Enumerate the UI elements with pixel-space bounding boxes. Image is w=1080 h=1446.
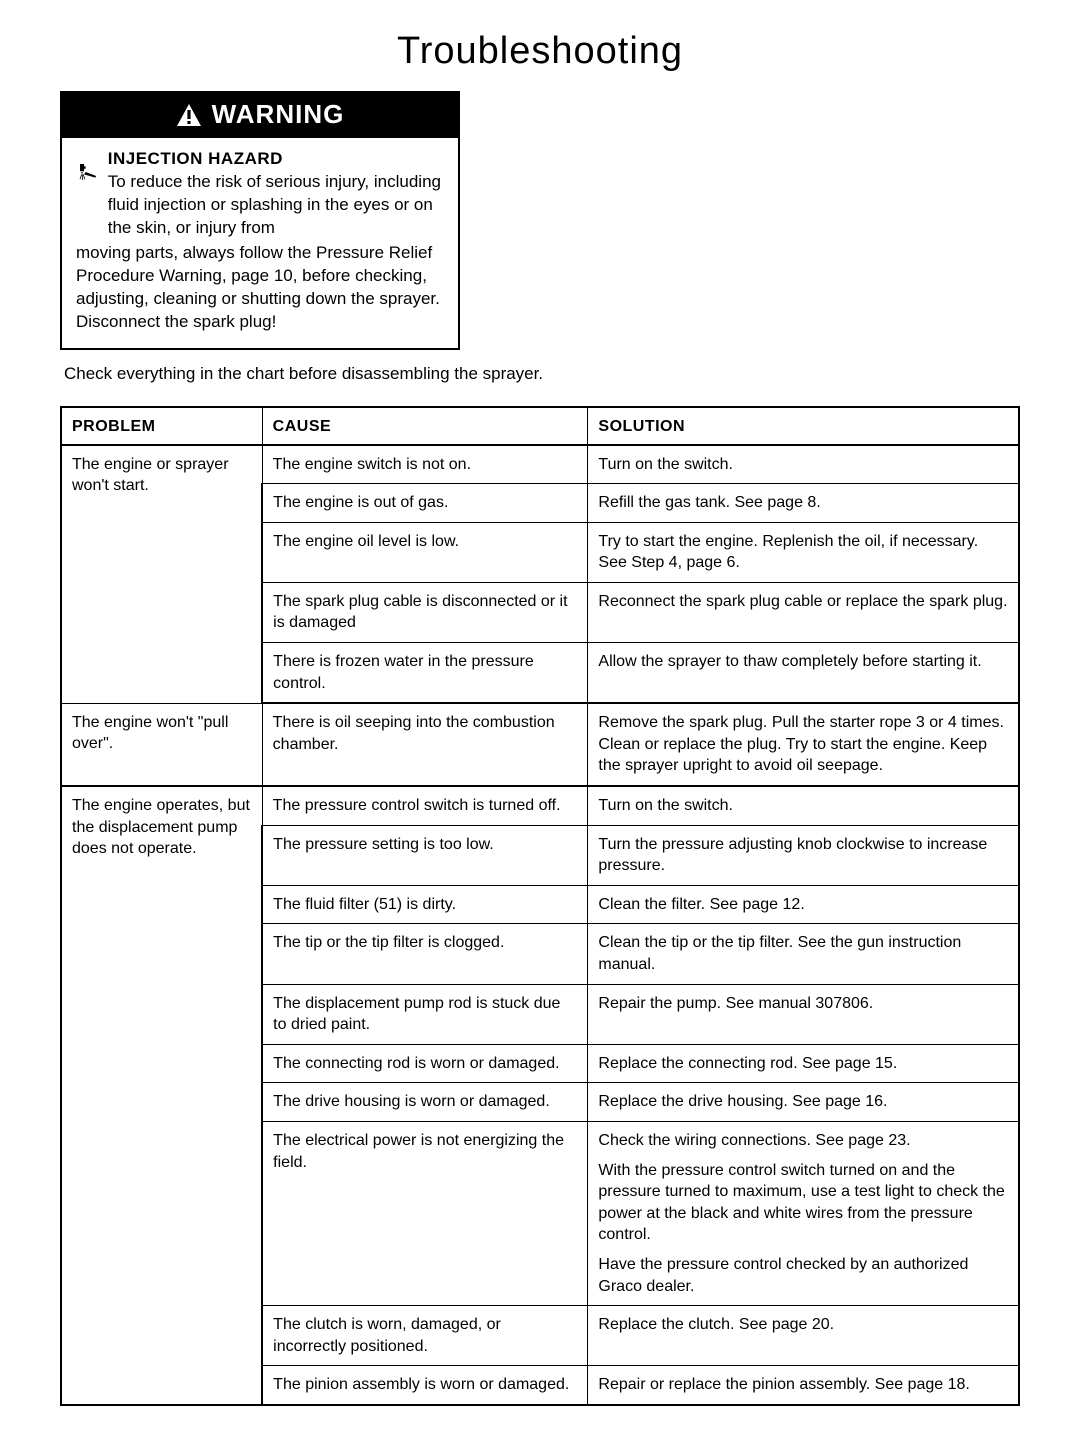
cause-cell: There is oil seeping into the combustion… xyxy=(262,703,588,786)
solution-paragraph: Replace the clutch. See page 20. xyxy=(598,1314,1008,1336)
solution-cell: Check the wiring connections. See page 2… xyxy=(588,1121,1019,1305)
solution-cell: Replace the clutch. See page 20. xyxy=(588,1306,1019,1366)
cause-cell: The fluid filter (51) is dirty. xyxy=(262,885,588,924)
injection-hazard-icon xyxy=(76,148,98,196)
solution-cell: Repair the pump. See manual 307806. xyxy=(588,984,1019,1044)
solution-paragraph: Clean the tip or the tip filter. See the… xyxy=(598,932,1008,975)
warning-body-rest: moving parts, always follow the Pressure… xyxy=(76,243,440,331)
solution-paragraph: Turn the pressure adjusting knob clockwi… xyxy=(598,834,1008,877)
warning-box: WARNING INJECTION HAZARD To reduce the r… xyxy=(60,91,460,350)
solution-paragraph: Turn on the switch. xyxy=(598,795,1008,817)
solution-paragraph: Repair the pump. See manual 307806. xyxy=(598,993,1008,1015)
warning-body: INJECTION HAZARD To reduce the risk of s… xyxy=(62,138,458,348)
solution-paragraph: Refill the gas tank. See page 8. xyxy=(598,492,1008,514)
cause-cell: The spark plug cable is disconnected or … xyxy=(262,582,588,642)
warning-header-text: WARNING xyxy=(212,99,345,130)
cause-cell: The engine oil level is low. xyxy=(262,522,588,582)
troubleshooting-table: PROBLEM CAUSE SOLUTION The engine or spr… xyxy=(60,406,1020,1406)
solution-paragraph: Try to start the engine. Replenish the o… xyxy=(598,531,1008,574)
solution-cell: Refill the gas tank. See page 8. xyxy=(588,484,1019,523)
cause-cell: There is frozen water in the pressure co… xyxy=(262,643,588,704)
solution-cell: Allow the sprayer to thaw completely bef… xyxy=(588,643,1019,704)
warning-header: WARNING xyxy=(62,93,458,138)
solution-paragraph: Remove the spark plug. Pull the starter … xyxy=(598,712,1008,777)
cause-cell: The engine switch is not on. xyxy=(262,445,588,484)
cause-cell: The drive housing is worn or damaged. xyxy=(262,1083,588,1122)
solution-paragraph: Reconnect the spark plug cable or replac… xyxy=(598,591,1008,613)
table-header-row: PROBLEM CAUSE SOLUTION xyxy=(61,407,1019,445)
intro-text: Check everything in the chart before dis… xyxy=(64,364,1020,384)
solution-cell: Reconnect the spark plug cable or replac… xyxy=(588,582,1019,642)
solution-cell: Repair or replace the pinion assembly. S… xyxy=(588,1366,1019,1405)
solution-cell: Clean the filter. See page 12. xyxy=(588,885,1019,924)
cause-cell: The pressure setting is too low. xyxy=(262,825,588,885)
cause-cell: The electrical power is not energizing t… xyxy=(262,1121,588,1305)
solution-paragraph: Turn on the switch. xyxy=(598,454,1008,476)
solution-cell: Replace the connecting rod. See page 15. xyxy=(588,1044,1019,1083)
warning-body-start: To reduce the risk of serious injury, in… xyxy=(108,172,441,237)
solution-cell: Try to start the engine. Replenish the o… xyxy=(588,522,1019,582)
solution-cell: Turn the pressure adjusting knob clockwi… xyxy=(588,825,1019,885)
solution-paragraph: Check the wiring connections. See page 2… xyxy=(598,1130,1008,1152)
problem-cell: The engine won't "pull over". xyxy=(61,703,262,786)
solution-cell: Turn on the switch. xyxy=(588,445,1019,484)
solution-cell: Clean the tip or the tip filter. See the… xyxy=(588,924,1019,984)
cause-cell: The connecting rod is worn or damaged. xyxy=(262,1044,588,1083)
page-title: Troubleshooting xyxy=(60,30,1020,73)
solution-paragraph: Clean the filter. See page 12. xyxy=(598,894,1008,916)
table-body: The engine or sprayer won't start.The en… xyxy=(61,445,1019,1405)
cause-cell: The pinion assembly is worn or damaged. xyxy=(262,1366,588,1405)
solution-paragraph: Replace the drive housing. See page 16. xyxy=(598,1091,1008,1113)
problem-cell: The engine or sprayer won't start. xyxy=(61,445,262,704)
alert-triangle-icon xyxy=(176,103,202,127)
cause-cell: The displacement pump rod is stuck due t… xyxy=(262,984,588,1044)
table-row: The engine operates, but the displacemen… xyxy=(61,786,1019,825)
solution-paragraph: Have the pressure control checked by an … xyxy=(598,1254,1008,1297)
cause-cell: The engine is out of gas. xyxy=(262,484,588,523)
cause-cell: The clutch is worn, damaged, or incorrec… xyxy=(262,1306,588,1366)
solution-cell: Turn on the switch. xyxy=(588,786,1019,825)
col-header-cause: CAUSE xyxy=(262,407,588,445)
col-header-solution: SOLUTION xyxy=(588,407,1019,445)
solution-paragraph: Repair or replace the pinion assembly. S… xyxy=(598,1374,1008,1396)
problem-cell: The engine operates, but the displacemen… xyxy=(61,786,262,1405)
cause-cell: The tip or the tip filter is clogged. xyxy=(262,924,588,984)
table-row: The engine or sprayer won't start.The en… xyxy=(61,445,1019,484)
solution-paragraph: With the pressure control switch turned … xyxy=(598,1160,1008,1246)
solution-cell: Replace the drive housing. See page 16. xyxy=(588,1083,1019,1122)
col-header-problem: PROBLEM xyxy=(61,407,262,445)
solution-cell: Remove the spark plug. Pull the starter … xyxy=(588,703,1019,786)
solution-paragraph: Allow the sprayer to thaw completely bef… xyxy=(598,651,1008,673)
cause-cell: The pressure control switch is turned of… xyxy=(262,786,588,825)
table-row: The engine won't "pull over".There is oi… xyxy=(61,703,1019,786)
solution-paragraph: Replace the connecting rod. See page 15. xyxy=(598,1053,1008,1075)
hazard-title: INJECTION HAZARD xyxy=(108,148,444,171)
